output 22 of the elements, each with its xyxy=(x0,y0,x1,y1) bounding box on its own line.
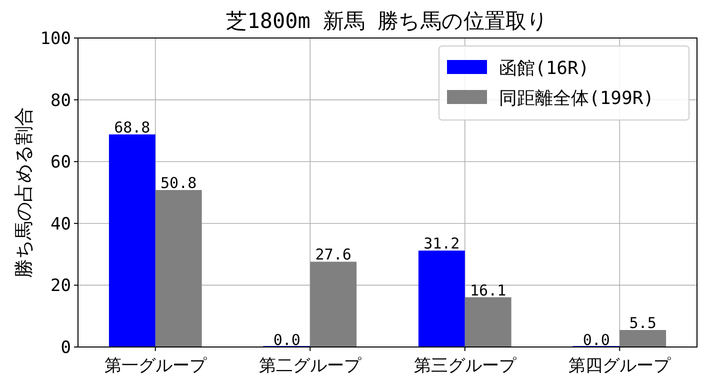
y-tick-label: 20 xyxy=(50,276,71,296)
data-label: 27.6 xyxy=(315,246,352,264)
x-tick-label: 第三グループ xyxy=(414,356,517,376)
chart-title: 芝1800m 新馬 勝ち馬の位置取り xyxy=(226,9,549,33)
y-tick-label: 80 xyxy=(50,90,71,111)
legend-label: 同距離全体(199R) xyxy=(499,88,654,109)
data-label: 5.5 xyxy=(629,314,656,332)
data-label: 68.8 xyxy=(114,118,150,136)
data-label: 0.0 xyxy=(582,331,610,349)
x-tick-label: 第二グループ xyxy=(259,356,362,376)
x-tick-label: 第一グループ xyxy=(104,356,208,376)
data-label: 16.1 xyxy=(470,281,506,300)
y-tick-label: 40 xyxy=(50,214,71,234)
data-label: 31.2 xyxy=(424,234,460,253)
legend-label: 函館(16R) xyxy=(499,58,590,79)
data-label: 0.0 xyxy=(273,331,300,349)
y-tick-label: 60 xyxy=(50,152,71,173)
y-tick-label: 100 xyxy=(40,29,71,49)
data-label: 50.8 xyxy=(160,174,197,192)
x-tick-label: 第四グループ xyxy=(568,356,672,376)
y-axis-title: 勝ち馬の占める割合 xyxy=(13,107,35,278)
y-tick-label: 0 xyxy=(60,338,71,358)
